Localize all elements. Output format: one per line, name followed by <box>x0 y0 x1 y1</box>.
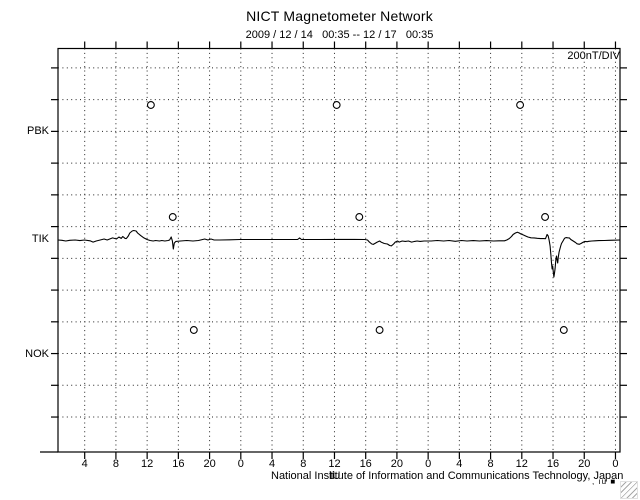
x-tick-label: 20 <box>203 458 215 470</box>
noon-marker-circle <box>375 326 384 334</box>
scale-per-division-label: 200nT/DIV <box>567 50 620 62</box>
x-tick-label: 16 <box>360 458 372 470</box>
institute-credit-text: National Institute of Information and Co… <box>271 470 624 482</box>
resize-grip[interactable] <box>620 481 638 499</box>
noon-marker-circle <box>189 326 198 334</box>
x-tick-label: 20 <box>391 458 403 470</box>
x-tick-label: 0 <box>238 458 244 470</box>
noon-marker-circle <box>332 101 341 109</box>
date-range-subtitle: 2009 / 12 / 14 00:35 -- 12 / 17 00:35 <box>245 29 434 41</box>
x-tick-label: 0 <box>425 458 431 470</box>
x-tick-label: 12 <box>328 458 340 470</box>
noon-marker-circle <box>541 213 550 221</box>
noon-marker-circle <box>559 326 568 334</box>
station-label-nok: NOK <box>25 348 50 360</box>
page-title: NICT Magnetometer Network <box>246 8 433 24</box>
x-tick-label: 20 <box>578 458 590 470</box>
station-label-pbk: PBK <box>27 125 50 137</box>
x-tick-label: 16 <box>547 458 559 470</box>
x-tick-label: 4 <box>82 458 88 470</box>
x-tick-label: 8 <box>300 458 306 470</box>
x-tick-label: 0 <box>612 458 618 470</box>
text-overlap-artifact: ltU <box>329 470 340 482</box>
noon-marker-circle <box>146 101 155 109</box>
plot-border <box>57 47 621 453</box>
x-tick-label: 12 <box>516 458 528 470</box>
trace-tik <box>57 229 621 278</box>
render-artifact-marks: , ıu ■ <box>592 477 617 486</box>
x-tick-label: 16 <box>172 458 184 470</box>
noon-marker-circle <box>168 213 177 221</box>
x-tick-label: 12 <box>141 458 153 470</box>
station-label-tik: TIK <box>32 233 50 245</box>
x-tick-label: 8 <box>113 458 119 470</box>
noon-marker-circle <box>516 101 525 109</box>
noon-marker-circle <box>355 213 364 221</box>
x-tick-label: 4 <box>269 458 275 470</box>
x-tick-label: 8 <box>488 458 494 470</box>
x-tick-label: 4 <box>456 458 462 470</box>
